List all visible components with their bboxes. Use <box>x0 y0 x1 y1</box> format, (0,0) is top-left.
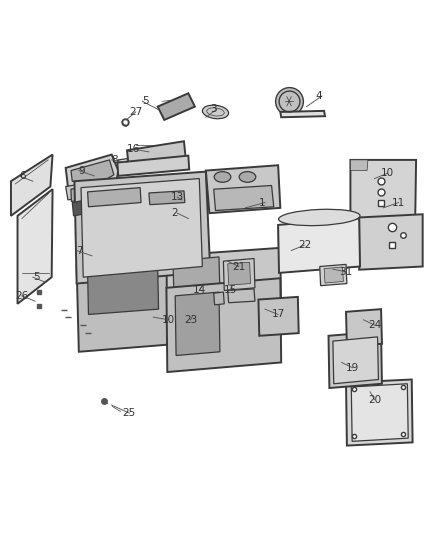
Polygon shape <box>206 165 280 213</box>
Polygon shape <box>214 292 224 305</box>
Text: 10: 10 <box>381 168 394 178</box>
Text: 15: 15 <box>223 286 237 295</box>
Polygon shape <box>214 185 274 211</box>
Polygon shape <box>346 379 413 446</box>
Text: 13: 13 <box>171 192 184 202</box>
Polygon shape <box>258 297 299 336</box>
Text: 17: 17 <box>272 310 285 319</box>
Text: 21: 21 <box>232 262 245 271</box>
Text: 5: 5 <box>33 272 39 282</box>
Polygon shape <box>351 384 408 441</box>
Text: 2: 2 <box>171 208 177 218</box>
Text: 8: 8 <box>112 155 118 165</box>
Text: 11: 11 <box>392 198 405 207</box>
Polygon shape <box>278 219 360 273</box>
Polygon shape <box>320 264 347 286</box>
Polygon shape <box>166 248 281 336</box>
Polygon shape <box>166 278 281 372</box>
Text: 10: 10 <box>162 315 175 325</box>
Text: 9: 9 <box>79 166 85 175</box>
Polygon shape <box>350 160 416 220</box>
Polygon shape <box>175 292 220 356</box>
Text: 16: 16 <box>127 144 140 154</box>
Polygon shape <box>280 111 325 117</box>
Polygon shape <box>324 267 343 283</box>
Polygon shape <box>81 179 202 277</box>
Polygon shape <box>77 256 212 352</box>
Text: 26: 26 <box>15 291 28 301</box>
Text: 19: 19 <box>346 363 359 373</box>
Polygon shape <box>359 214 423 270</box>
Polygon shape <box>74 172 210 284</box>
Polygon shape <box>228 289 255 303</box>
Text: 22: 22 <box>298 240 311 250</box>
Polygon shape <box>127 141 186 172</box>
Polygon shape <box>228 262 251 285</box>
Text: 31: 31 <box>339 267 353 277</box>
Polygon shape <box>88 188 141 207</box>
Text: 5: 5 <box>142 96 149 106</box>
Text: 27: 27 <box>129 107 142 117</box>
Polygon shape <box>149 191 185 205</box>
Polygon shape <box>117 156 189 176</box>
Polygon shape <box>71 182 113 201</box>
Ellipse shape <box>279 209 360 225</box>
Ellipse shape <box>214 172 231 182</box>
Text: 7: 7 <box>77 246 83 255</box>
Polygon shape <box>346 309 382 346</box>
Text: 4: 4 <box>315 91 322 101</box>
Text: 3: 3 <box>210 104 217 114</box>
Polygon shape <box>66 155 118 192</box>
Polygon shape <box>72 195 117 216</box>
Ellipse shape <box>202 105 229 119</box>
Polygon shape <box>350 160 368 171</box>
Ellipse shape <box>239 172 256 182</box>
Polygon shape <box>173 257 220 295</box>
Polygon shape <box>118 150 186 172</box>
Polygon shape <box>71 160 114 185</box>
Text: 14: 14 <box>193 286 206 295</box>
Polygon shape <box>333 337 378 384</box>
Text: 20: 20 <box>368 395 381 405</box>
Text: 25: 25 <box>123 408 136 418</box>
Polygon shape <box>223 259 255 290</box>
Polygon shape <box>18 189 53 304</box>
Text: 6: 6 <box>19 171 25 181</box>
Polygon shape <box>11 155 53 216</box>
Text: 1: 1 <box>258 198 265 207</box>
Text: 23: 23 <box>184 315 197 325</box>
Text: 24: 24 <box>368 320 381 330</box>
Polygon shape <box>328 332 382 388</box>
Polygon shape <box>66 179 116 200</box>
Polygon shape <box>158 93 195 120</box>
Polygon shape <box>88 266 159 314</box>
